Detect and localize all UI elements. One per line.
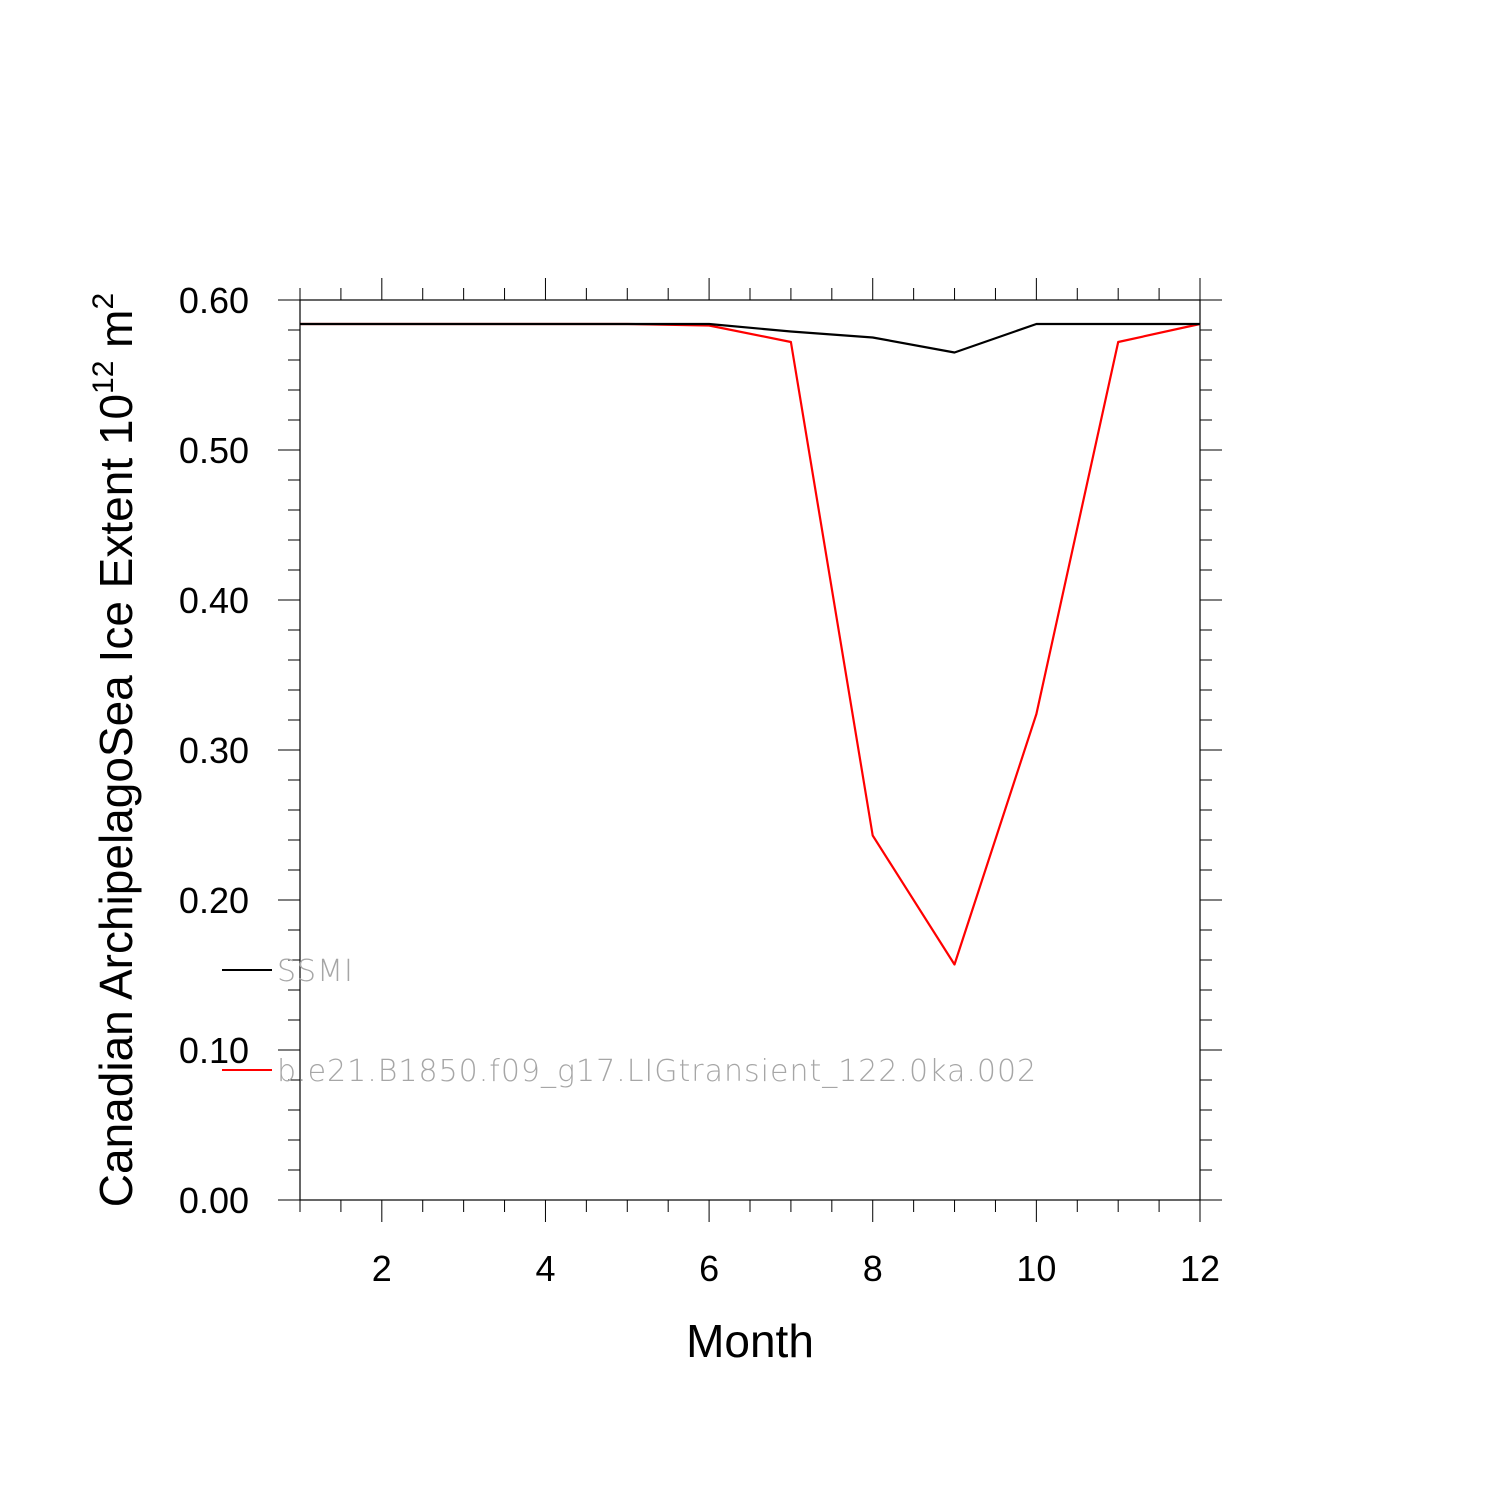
y-tick-label: 0.40	[179, 580, 249, 621]
legend: SSMI b.e21.B1850.f09_g17.LIGtransient_12…	[222, 954, 1037, 1089]
y-tick-label: 0.20	[179, 880, 249, 921]
y-tick-label: 0.10	[179, 1030, 249, 1071]
x-tick-label: 2	[372, 1248, 392, 1289]
y-axis-title-exponent-2: 2	[87, 293, 120, 310]
y-axis-title-base: Canadian ArchipelagoSea Ice Extent 10	[90, 394, 142, 1207]
axis-ticks	[278, 278, 1222, 1222]
x-tick-label: 12	[1180, 1248, 1220, 1289]
y-axis-title-exponent-1: 12	[87, 361, 120, 394]
y-tick-labels: 0.00 0.10 0.20 0.30 0.40 0.50 0.60	[179, 280, 249, 1221]
legend-label-ssmi: SSMI	[277, 954, 354, 989]
y-tick-label: 0.50	[179, 430, 249, 471]
y-axis-title: Canadian ArchipelagoSea Ice Extent 1012 …	[87, 293, 142, 1207]
x-tick-labels: 2 4 6 8 10 12	[372, 1248, 1220, 1289]
data-series	[300, 322, 1201, 966]
plot-frame	[299, 299, 1201, 1201]
series-line-model	[300, 322, 1201, 966]
x-tick-label: 6	[699, 1248, 719, 1289]
y-tick-label: 0.00	[179, 1180, 249, 1221]
legend-label-model: b.e21.B1850.f09_g17.LIGtransient_122.0ka…	[277, 1054, 1037, 1089]
series-line-ssmi	[300, 322, 1200, 354]
x-tick-label: 10	[1016, 1248, 1056, 1289]
y-tick-label: 0.30	[179, 730, 249, 771]
x-tick-label: 8	[863, 1248, 883, 1289]
x-axis-title: Month	[686, 1315, 814, 1367]
y-axis-title-unit: m	[90, 309, 142, 360]
y-tick-label: 0.60	[179, 280, 249, 321]
x-tick-label: 4	[535, 1248, 555, 1289]
